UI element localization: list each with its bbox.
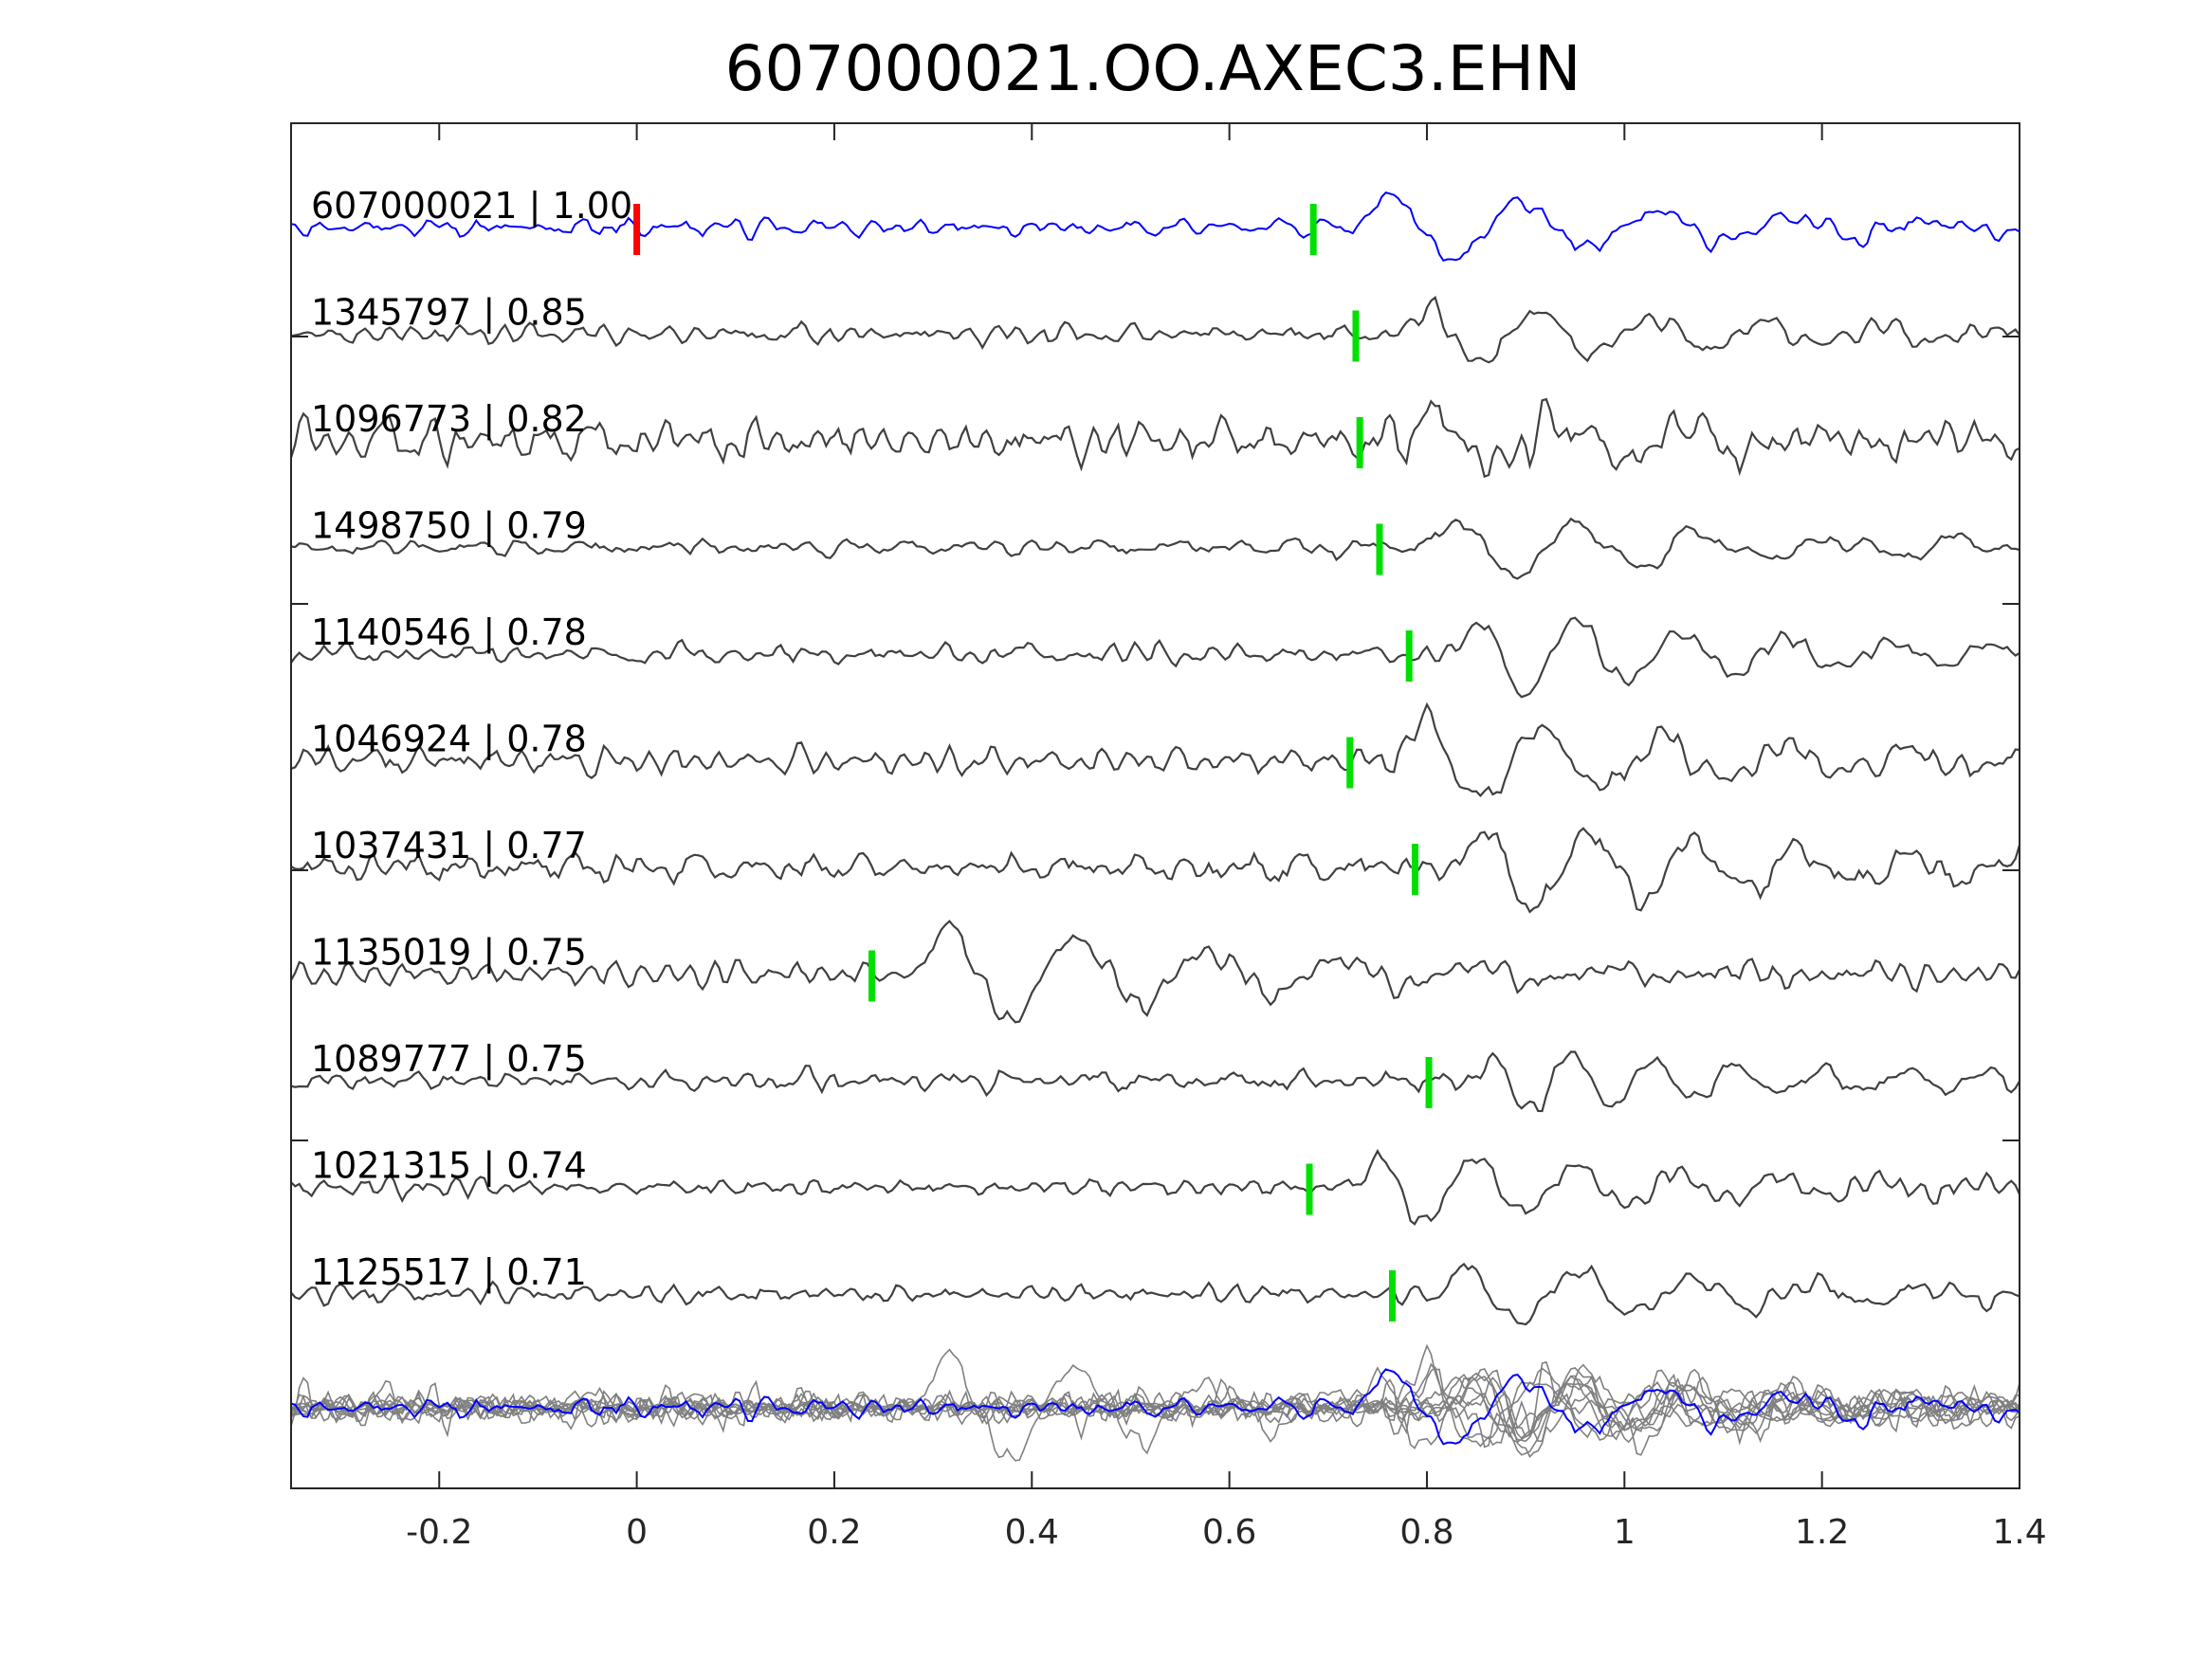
x-axis: -0.2 0 0.2 0.4 0.6 0.8 1 1.2 1.4: [406, 123, 2047, 1552]
pick-marker: [1352, 310, 1360, 362]
trace-1135019: [290, 920, 2020, 1024]
stack-template-trace: [290, 1368, 2020, 1446]
pick-marker: [1346, 737, 1354, 789]
trace-1345797: [290, 296, 2020, 364]
reference-pick-marker: [633, 204, 641, 255]
axes-box: [290, 122, 2020, 1489]
pick-marker: [868, 950, 876, 1002]
trace-label: 1046924 | 0.78: [311, 719, 587, 761]
trace-1037431: [290, 827, 2021, 914]
y-axis-ticks: [291, 336, 2020, 1141]
trace-1140546: [290, 616, 2020, 699]
stack-trace: [290, 1343, 2020, 1448]
x-tick-label: 1.4: [1992, 1513, 2046, 1552]
trace-1021315: [290, 1148, 2021, 1226]
trace-label: 1345797 | 0.85: [311, 292, 587, 335]
x-tick-label: 1.2: [1795, 1513, 1849, 1552]
trace-1125517: [290, 1262, 2020, 1326]
trace-1046924: [290, 702, 2020, 798]
chart-title: 607000021.OO.AXEC3.EHN: [725, 32, 1581, 105]
trace-label: 1498750 | 0.79: [311, 505, 587, 548]
trace-label: 1125517 | 0.71: [311, 1251, 587, 1294]
trace-label: 1135019 | 0.75: [311, 932, 587, 975]
trace-1498750: [290, 517, 2020, 580]
trace-label: 1089777 | 0.75: [311, 1038, 587, 1081]
x-tick-label: 0.8: [1399, 1513, 1453, 1552]
x-tick-label: 0: [626, 1513, 648, 1552]
trace-label: 1037431 | 0.77: [311, 825, 587, 867]
trace-1089777: [290, 1050, 2020, 1113]
x-tick-label: 0.4: [1005, 1513, 1059, 1552]
pick-marker: [1309, 204, 1317, 255]
pick-marker: [1411, 844, 1418, 895]
trace-label: 607000021 | 1.00: [311, 185, 632, 228]
x-tick-label: -0.2: [406, 1513, 472, 1552]
x-tick-label: 1: [1614, 1513, 1636, 1552]
trace-1096773: [289, 397, 2020, 479]
trace-label: 1096773 | 0.82: [311, 398, 587, 441]
trace-labels: 607000021 | 1.00 1345797 | 0.85 1096773 | …: [311, 185, 632, 1294]
pick-marker: [1405, 630, 1413, 682]
traces: [289, 191, 2021, 1462]
stack-trace: [290, 1348, 2020, 1462]
pick-marker: [1389, 1270, 1397, 1322]
trace-607000021: [290, 191, 2020, 262]
x-tick-label: 0.6: [1202, 1513, 1256, 1552]
stack-trace: [290, 1374, 2020, 1443]
trace-label: 1140546 | 0.78: [311, 611, 587, 654]
pick-marker: [1425, 1057, 1433, 1108]
stack-trace: [290, 1375, 2020, 1443]
trace-label: 1021315 | 0.74: [311, 1145, 587, 1188]
x-tick-label: 0.2: [807, 1513, 861, 1552]
pick-markers: [633, 204, 1433, 1322]
pick-marker: [1306, 1163, 1313, 1215]
stack-trace: [290, 1366, 2020, 1449]
pick-marker: [1356, 417, 1363, 468]
pick-marker: [1376, 523, 1383, 575]
